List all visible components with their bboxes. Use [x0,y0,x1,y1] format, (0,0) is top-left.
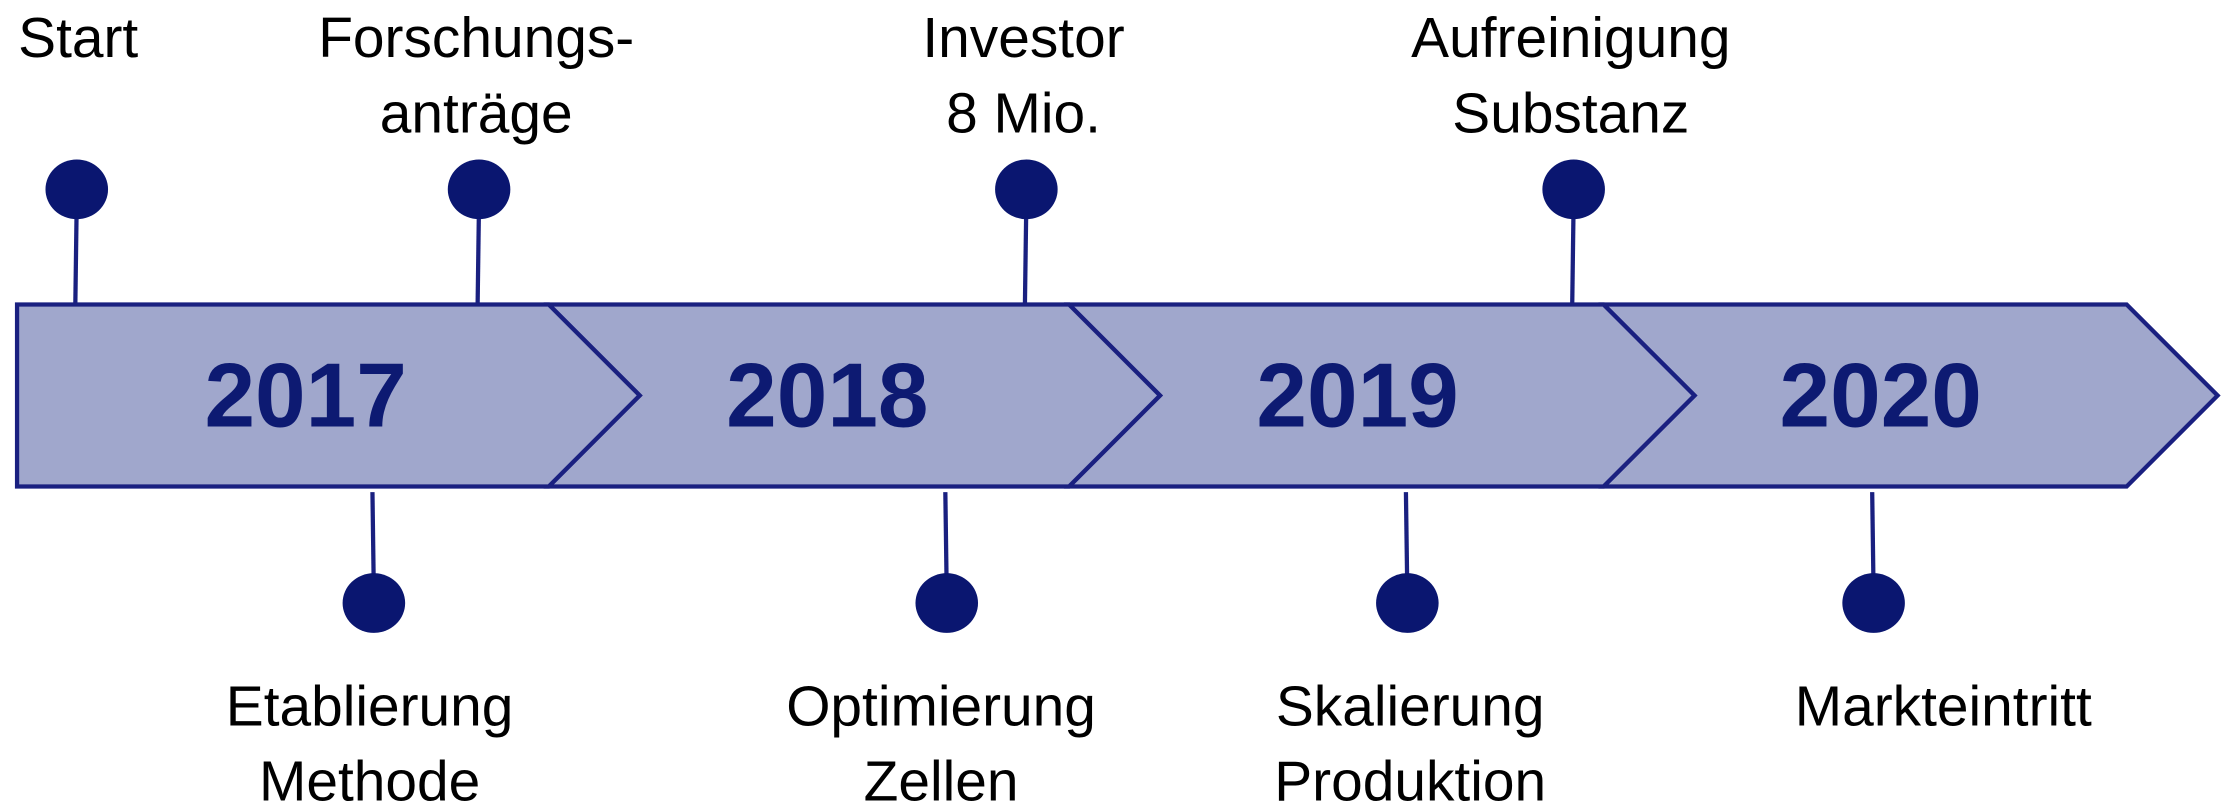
segments: 2017 2018 2019 2020 [14,302,2221,489]
event-label: Aufreinigung [1411,7,1730,70]
event-label: Investor [922,7,1124,70]
event-label: 8 Mio. [946,82,1101,145]
event-label: Etablierung [226,675,514,738]
year-label: 2020 [1780,346,1982,447]
milestone-dot [45,159,109,220]
event-label: Skalierung [1276,675,1545,738]
event-label: Start [18,7,138,70]
event-label: Forschungs- [318,7,634,70]
event-label: Markteintritt [1795,675,2092,738]
milestone-dot [1376,573,1439,633]
year-label: 2019 [1256,346,1458,447]
event-label: Produktion [1274,751,1546,808]
milestone-dot [915,573,979,633]
year-label: 2018 [726,346,928,447]
event-label: Substanz [1452,82,1689,145]
milestone-dot [995,159,1058,220]
year-label: 2017 [204,346,406,447]
milestone-dot [342,573,406,633]
milestone-dot [1842,573,1905,633]
event-label: Optimierung [786,675,1096,738]
event-label: anträge [380,82,573,145]
event-label: Zellen [864,751,1019,808]
milestone-dot [1542,159,1605,220]
event-label: Methode [259,751,480,808]
milestone-dot [447,159,511,220]
events: Start Forschungs-anträge Investor 8 Mio. Auf… [18,7,2092,808]
year-segment [14,302,643,489]
